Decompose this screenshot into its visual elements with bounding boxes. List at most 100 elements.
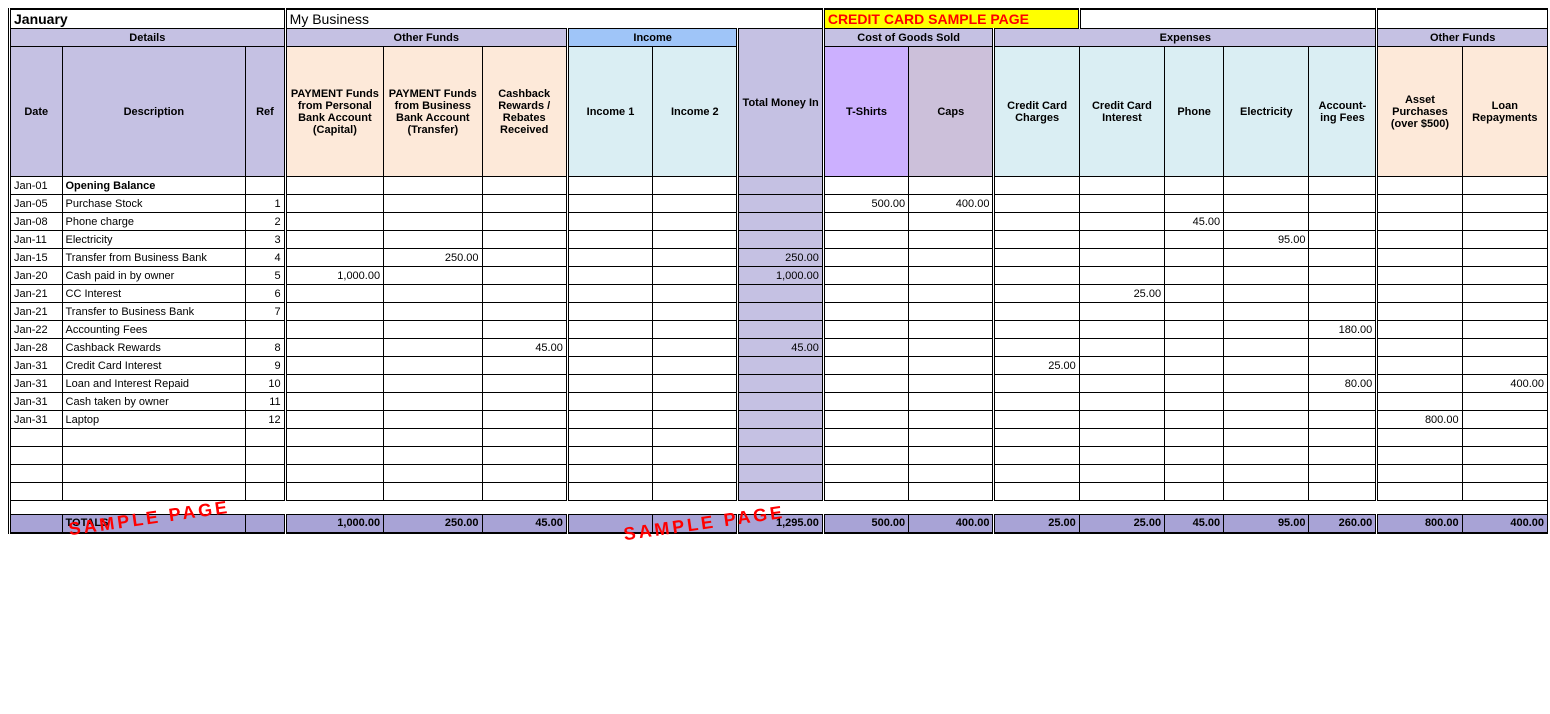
cell-date[interactable]: Jan-05 (10, 195, 63, 213)
cell-val[interactable] (909, 483, 994, 501)
cell-val[interactable] (567, 411, 652, 429)
cell-val[interactable] (384, 411, 482, 429)
cell-ref[interactable]: 5 (246, 267, 285, 285)
cell-val[interactable] (909, 375, 994, 393)
cell-val[interactable] (384, 285, 482, 303)
cell-val[interactable] (1165, 285, 1224, 303)
cell-date[interactable]: Jan-31 (10, 393, 63, 411)
cell-val[interactable] (482, 375, 567, 393)
cell-val[interactable] (567, 465, 652, 483)
cell-val[interactable] (482, 321, 567, 339)
cell-val[interactable] (1377, 231, 1462, 249)
cell-val[interactable] (653, 213, 738, 231)
cell-val[interactable] (1462, 213, 1547, 231)
cell-date[interactable]: Jan-31 (10, 375, 63, 393)
cell-val[interactable]: 25.00 (994, 357, 1079, 375)
cell-val[interactable] (482, 483, 567, 501)
cell-val[interactable] (994, 249, 1079, 267)
cell-val[interactable] (1309, 267, 1377, 285)
cell-val[interactable] (482, 195, 567, 213)
cell-val[interactable] (994, 483, 1079, 501)
cell-desc[interactable]: Transfer from Business Bank (62, 249, 246, 267)
cell-val[interactable] (1377, 267, 1462, 285)
cell-val[interactable] (823, 465, 908, 483)
cell-val[interactable] (285, 285, 383, 303)
cell-val[interactable] (1309, 231, 1377, 249)
cell-val[interactable] (994, 231, 1079, 249)
cell-val[interactable] (1462, 447, 1547, 465)
cell-desc[interactable] (62, 429, 246, 447)
cell-desc[interactable]: Transfer to Business Bank (62, 303, 246, 321)
cell-val[interactable] (1165, 447, 1224, 465)
cell-val[interactable] (1079, 231, 1164, 249)
cell-val[interactable] (567, 483, 652, 501)
cell-val[interactable] (384, 393, 482, 411)
cell-val[interactable] (1165, 375, 1224, 393)
cell-ref[interactable] (246, 447, 285, 465)
cell-val[interactable] (384, 447, 482, 465)
cell-date[interactable]: Jan-20 (10, 267, 63, 285)
cell-val[interactable] (1377, 393, 1462, 411)
cell-val[interactable] (384, 213, 482, 231)
cell-val[interactable] (653, 411, 738, 429)
cell-val[interactable] (994, 195, 1079, 213)
cell-val[interactable] (1224, 249, 1309, 267)
cell-val[interactable] (285, 357, 383, 375)
cell-val[interactable] (1079, 393, 1164, 411)
cell-val[interactable] (1377, 213, 1462, 231)
cell-val[interactable] (909, 447, 994, 465)
cell-val[interactable] (567, 267, 652, 285)
cell-val[interactable] (482, 231, 567, 249)
cell-date[interactable]: Jan-11 (10, 231, 63, 249)
cell-val[interactable] (1309, 447, 1377, 465)
cell-val[interactable] (384, 429, 482, 447)
cell-date[interactable]: Jan-31 (10, 411, 63, 429)
cell-val[interactable] (909, 339, 994, 357)
cell-val[interactable] (1462, 285, 1547, 303)
cell-val[interactable]: 250.00 (384, 249, 482, 267)
cell-ref[interactable]: 8 (246, 339, 285, 357)
cell-val[interactable] (909, 231, 994, 249)
cell-val[interactable] (285, 393, 383, 411)
cell-val[interactable] (482, 249, 567, 267)
cell-val[interactable] (653, 465, 738, 483)
cell-val[interactable] (1309, 483, 1377, 501)
cell-val[interactable] (1377, 249, 1462, 267)
cell-val[interactable]: 45.00 (482, 339, 567, 357)
cell-val[interactable] (285, 429, 383, 447)
cell-val[interactable] (738, 177, 823, 195)
cell-val[interactable] (1462, 339, 1547, 357)
cell-val[interactable] (823, 339, 908, 357)
cell-val[interactable] (1462, 483, 1547, 501)
cell-date[interactable] (10, 465, 63, 483)
cell-val[interactable] (1224, 465, 1309, 483)
cell-val[interactable] (285, 249, 383, 267)
cell-val[interactable] (1377, 321, 1462, 339)
cell-val[interactable] (738, 303, 823, 321)
cell-date[interactable] (10, 429, 63, 447)
cell-val[interactable] (823, 321, 908, 339)
cell-val[interactable] (384, 231, 482, 249)
cell-desc[interactable]: Cash paid in by owner (62, 267, 246, 285)
cell-val[interactable] (1462, 321, 1547, 339)
cell-val[interactable] (567, 249, 652, 267)
cell-val[interactable]: 45.00 (1165, 213, 1224, 231)
cell-val[interactable] (1224, 357, 1309, 375)
cell-val[interactable] (1165, 429, 1224, 447)
cell-val[interactable] (738, 213, 823, 231)
cell-val[interactable] (1377, 375, 1462, 393)
cell-val[interactable] (482, 303, 567, 321)
cell-val[interactable] (738, 483, 823, 501)
cell-val[interactable] (482, 267, 567, 285)
cell-val[interactable] (285, 411, 383, 429)
cell-val[interactable] (994, 465, 1079, 483)
cell-val[interactable] (1079, 357, 1164, 375)
cell-desc[interactable]: Phone charge (62, 213, 246, 231)
cell-val[interactable] (1377, 429, 1462, 447)
cell-val[interactable] (384, 339, 482, 357)
cell-val[interactable] (1309, 465, 1377, 483)
cell-val[interactable] (567, 177, 652, 195)
cell-val[interactable] (384, 483, 482, 501)
cell-val[interactable] (1377, 357, 1462, 375)
cell-val[interactable] (1165, 249, 1224, 267)
